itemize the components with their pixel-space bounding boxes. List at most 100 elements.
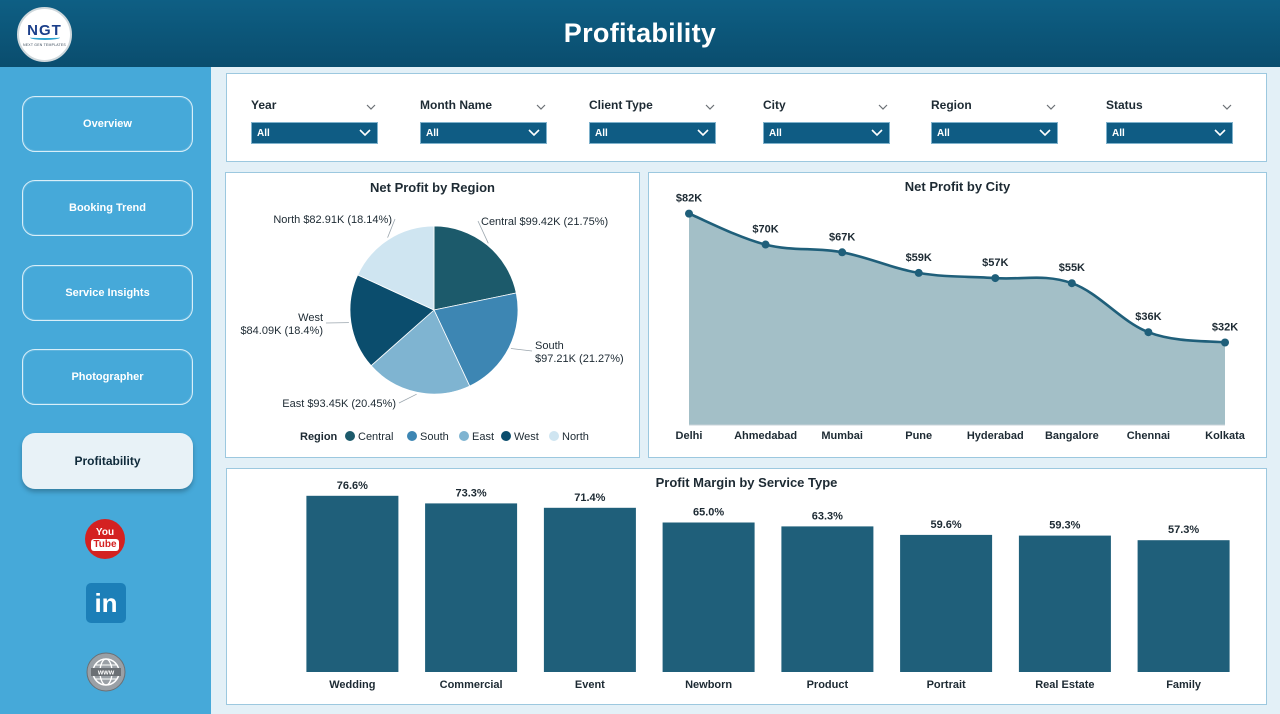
bar-tick-label-commercial: Commercial xyxy=(440,679,503,691)
city-tick-label-hyderabad: Hyderabad xyxy=(967,430,1024,442)
filter-label-city: City xyxy=(763,98,786,112)
filter-value: All xyxy=(769,127,782,139)
logo-swoosh xyxy=(29,35,60,40)
svg-text:www: www xyxy=(97,670,115,677)
pie-leader-line xyxy=(387,218,396,238)
youtube-icon-text-bottom: Tube xyxy=(91,538,119,551)
youtube-icon[interactable]: You Tube xyxy=(85,519,125,559)
youtube-icon-text-top: You xyxy=(95,526,115,538)
pie-data-label-central: Central $99.42K (21.75%) xyxy=(481,216,608,228)
pie-slice-west[interactable] xyxy=(349,274,435,367)
nav-service-insights-button[interactable]: Service Insights xyxy=(22,265,193,321)
city-data-label-bangalore: $55K xyxy=(1059,262,1085,274)
filter-dropdown-status[interactable]: All xyxy=(1106,122,1233,144)
logo: NGT NEXT GEN TEMPLATES xyxy=(17,7,72,62)
bar-data-label-family: 57.3% xyxy=(1168,524,1199,536)
bar-data-label-event: 71.4% xyxy=(574,492,605,504)
filter-label-region: Region xyxy=(931,98,972,112)
pie-legend-item-north[interactable]: North xyxy=(562,431,589,443)
nav-photographer-button[interactable]: Photographer xyxy=(22,349,193,405)
pie-slice-north[interactable] xyxy=(357,225,435,311)
city-data-point-chennai[interactable] xyxy=(1144,328,1153,337)
pie-leader-line xyxy=(510,348,533,352)
filter-dropdown-city[interactable]: All xyxy=(763,122,890,144)
city-tick-label-delhi: Delhi xyxy=(676,430,703,442)
city-tick-label-chennai: Chennai xyxy=(1127,430,1170,442)
bar-data-label-portrait: 59.6% xyxy=(931,519,962,531)
city-tick-label-mumbai: Mumbai xyxy=(821,430,863,442)
city-area-fill xyxy=(689,213,1225,425)
bar-tick-label-portrait: Portrait xyxy=(927,679,966,691)
page-title: Profitability xyxy=(563,18,717,48)
bar-data-label-newborn: 65.0% xyxy=(693,507,724,519)
city-data-point-mumbai[interactable] xyxy=(838,248,847,257)
filter-dropdown-year[interactable]: All xyxy=(251,122,378,144)
bar-tick-label-real-estate: Real Estate xyxy=(1035,679,1094,691)
city-data-label-chennai: $36K xyxy=(1135,311,1161,323)
city-data-point-ahmedabad[interactable] xyxy=(761,240,770,249)
pie-legend-marker-east xyxy=(459,431,469,441)
bar-commercial[interactable] xyxy=(425,503,518,672)
pie-slice-east[interactable] xyxy=(370,309,471,395)
filter-value: All xyxy=(426,127,439,139)
filter-dropdown-month-name[interactable]: All xyxy=(420,122,547,144)
filter-dropdown-region[interactable]: All xyxy=(931,122,1058,144)
linkedin-icon[interactable]: in xyxy=(86,583,126,623)
pie-legend-item-east[interactable]: East xyxy=(472,431,494,443)
city-data-label-delhi: $82K xyxy=(676,193,702,205)
bar-data-label-wedding: 76.6% xyxy=(337,480,368,492)
net-profit-by-city-card: Net Profit by City $82K Delhi $70K Ahmedaba… xyxy=(648,172,1267,458)
bar-tick-label-family: Family xyxy=(1166,679,1202,691)
city-data-point-pune[interactable] xyxy=(914,268,923,277)
bar-tick-label-product: Product xyxy=(807,679,849,691)
filter-collapse-chevron-icon[interactable] xyxy=(1222,98,1232,110)
pie-legend-item-south[interactable]: South xyxy=(420,431,449,443)
net-profit-by-region-chart: Central $99.42K (21.75%) South $97.21K (21… xyxy=(240,214,624,443)
pie-data-label-east: East $93.45K (20.45%) xyxy=(282,398,396,410)
bar-wedding[interactable] xyxy=(306,495,399,672)
net-profit-by-city-chart: $82K Delhi $70K Ahmedabad $67K Mumbai $59K Pune… xyxy=(676,193,1246,442)
filter-label-month-name: Month Name xyxy=(420,98,492,112)
pie-leader-line xyxy=(398,393,417,404)
website-globe-icon[interactable]: www xyxy=(86,652,126,692)
pie-legend-marker-south xyxy=(407,431,417,441)
filter-collapse-chevron-icon[interactable] xyxy=(536,98,546,110)
pie-leader-line xyxy=(477,220,489,244)
logo-text: NGT xyxy=(27,21,62,39)
bar-product[interactable] xyxy=(781,526,874,672)
bar-tick-label-newborn: Newborn xyxy=(685,679,732,691)
filter-collapse-chevron-icon[interactable] xyxy=(705,98,715,110)
pie-slice-south[interactable] xyxy=(433,292,519,387)
nav-profitability-button[interactable]: Profitability xyxy=(22,433,193,489)
filter-dropdown-client-type[interactable]: All xyxy=(589,122,716,144)
page-header: NGT NEXT GEN TEMPLATES Profitability xyxy=(0,0,1280,67)
pie-legend-item-west[interactable]: West xyxy=(514,431,539,443)
pie-data-label-north: North $82.91K (18.14%) xyxy=(273,214,392,226)
filter-collapse-chevron-icon[interactable] xyxy=(366,98,376,110)
pie-legend-item-central[interactable]: Central xyxy=(358,431,393,443)
city-data-point-hyderabad[interactable] xyxy=(991,274,1000,283)
city-data-point-bangalore[interactable] xyxy=(1067,279,1076,288)
bar-data-label-real-estate: 59.3% xyxy=(1049,520,1080,532)
city-tick-label-bangalore: Bangalore xyxy=(1045,430,1099,442)
bar-event[interactable] xyxy=(543,507,636,672)
filter-label-year: Year xyxy=(251,98,277,112)
city-tick-label-kolkata: Kolkata xyxy=(1205,430,1246,442)
bar-real-estate[interactable] xyxy=(1018,535,1111,672)
bar-newborn[interactable] xyxy=(662,522,755,673)
pie-data-label-south: South $97.21K (21.27%) xyxy=(535,340,624,365)
filter-value: All xyxy=(595,127,608,139)
nav-booking-trend-button[interactable]: Booking Trend xyxy=(22,180,193,236)
city-data-point-delhi[interactable] xyxy=(685,209,693,218)
city-data-point-kolkata[interactable] xyxy=(1221,338,1229,347)
net-profit-by-city-title: Net Profit by City xyxy=(904,179,1011,194)
filter-collapse-chevron-icon[interactable] xyxy=(878,98,888,110)
filter-panel: Year All Month Name All Client Type All City Al… xyxy=(226,73,1267,162)
city-tick-label-pune: Pune xyxy=(905,430,932,442)
pie-slice-central[interactable] xyxy=(433,225,517,311)
filter-collapse-chevron-icon[interactable] xyxy=(1046,98,1056,110)
bar-portrait[interactable] xyxy=(900,534,993,672)
nav-overview-button[interactable]: Overview xyxy=(22,96,193,152)
sidebar: Overview Booking Trend Service Insights … xyxy=(0,67,211,714)
bar-family[interactable] xyxy=(1137,540,1230,672)
